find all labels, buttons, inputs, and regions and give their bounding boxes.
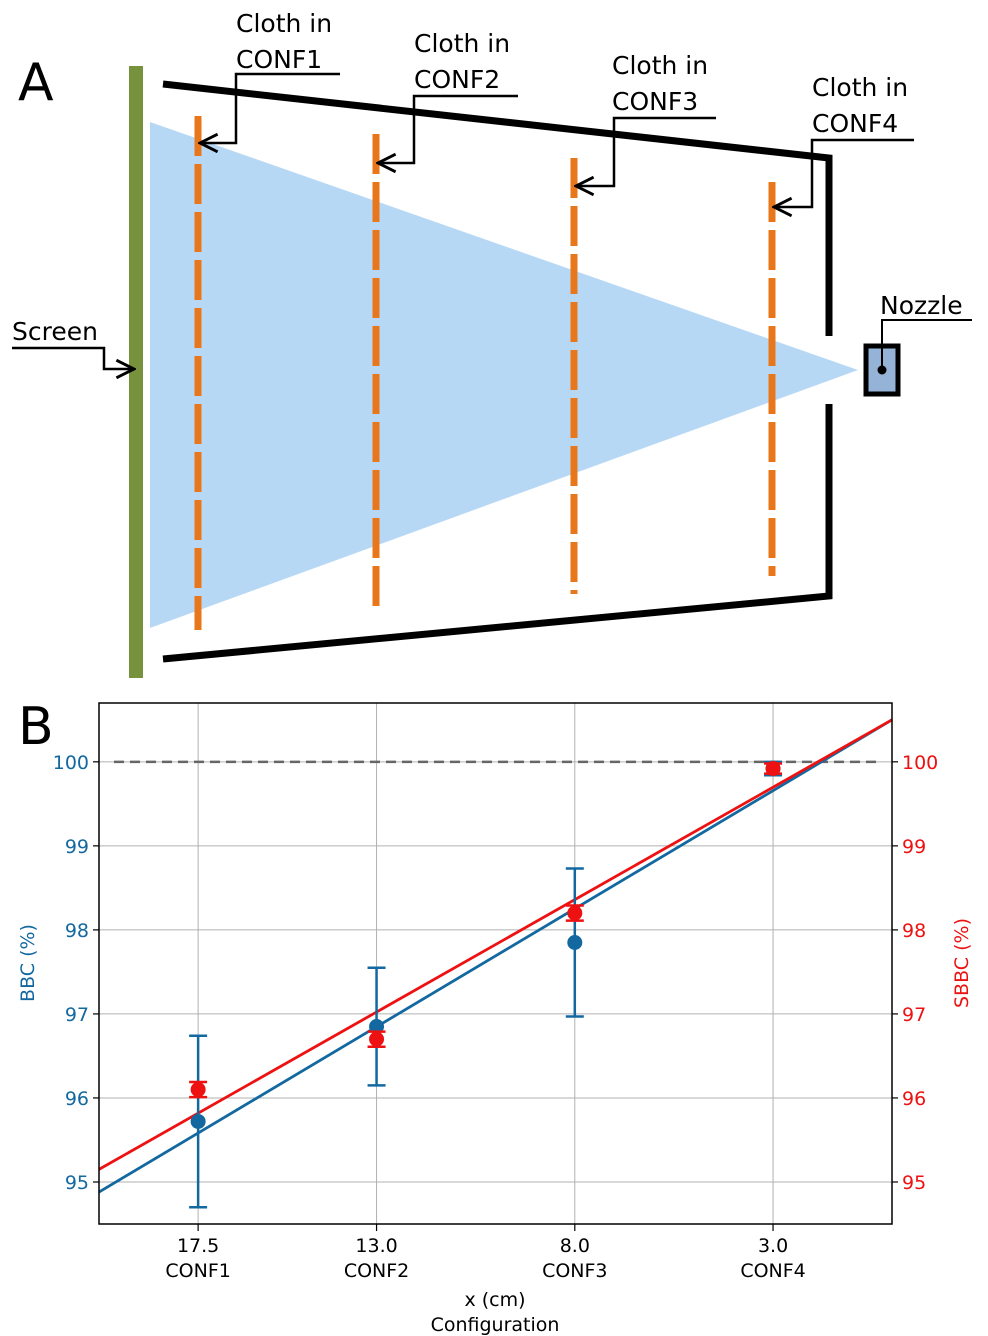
- x-tick-label: 3.0: [758, 1235, 788, 1257]
- fit-line-sbbc: [98, 718, 893, 1171]
- cloth-label-line2: CONF1: [236, 45, 322, 74]
- x-tick-label: 13.0: [355, 1235, 397, 1257]
- y-tick-label-left: 99: [65, 836, 89, 858]
- tick-layer: 17.5 CONF1 13.0 CONF2 8.0 CONF3 3.0 CONF4 95 95 96…: [53, 752, 939, 1282]
- grid-layer: [99, 703, 892, 1224]
- cloth-leader-conf3: [576, 116, 716, 186]
- screen-leader: [12, 346, 134, 369]
- cloth-label-line1: Cloth in: [414, 29, 510, 58]
- x-axis-label: x (cm): [464, 1289, 525, 1311]
- fit-line-bbc: [98, 718, 893, 1194]
- y-tick-label-left: 95: [65, 1172, 89, 1194]
- spray-cone: [150, 122, 858, 628]
- y-tick-label-left: 100: [53, 752, 89, 774]
- data-layer: [189, 760, 783, 1209]
- data-point-bbc: [190, 1113, 206, 1129]
- nozzle-label: Nozzle: [880, 291, 963, 320]
- data-point-sbbc: [369, 1031, 385, 1047]
- cloth-leader-conf1: [200, 72, 340, 143]
- data-point-bbc: [369, 1019, 385, 1035]
- cloth-label-conf2: Cloth in CONF2: [378, 29, 518, 163]
- x-category-label: CONF4: [740, 1260, 805, 1282]
- screen-label: Screen: [12, 317, 98, 346]
- x-tick-label: 8.0: [560, 1235, 590, 1257]
- y-tick-label-right: 100: [902, 752, 938, 774]
- panel-a-label: A: [18, 53, 54, 113]
- cloth-leader-conf4: [774, 138, 914, 207]
- x-category-label: CONF1: [165, 1260, 230, 1282]
- y-tick-label-right: 97: [902, 1004, 926, 1026]
- y-axis-label-right: SBBC (%): [951, 918, 973, 1008]
- cloth-label-line1: Cloth in: [812, 73, 908, 102]
- nozzle-leader: [881, 319, 972, 370]
- cloth-label-line2: CONF3: [612, 87, 698, 116]
- x-axis-label-configuration: Configuration: [431, 1314, 560, 1336]
- y-tick-label-left: 96: [65, 1088, 89, 1110]
- screen-label-group: Screen: [12, 317, 134, 369]
- fit-layer: [98, 718, 893, 1194]
- data-point-sbbc: [765, 761, 781, 777]
- cloth-label-line1: Cloth in: [236, 9, 332, 38]
- data-point-sbbc: [190, 1082, 206, 1098]
- y-tick-label-right: 95: [902, 1172, 926, 1194]
- x-tick-label: 17.5: [177, 1235, 219, 1257]
- y-tick-label-right: 96: [902, 1088, 926, 1110]
- data-point-sbbc: [567, 905, 583, 921]
- frame-top: [162, 80, 833, 336]
- plot-frame: [98, 702, 893, 1225]
- panel-b-label: B: [18, 697, 54, 757]
- cloth-label-line1: Cloth in: [612, 51, 708, 80]
- y-tick-label-right: 99: [902, 836, 926, 858]
- cloth-label-conf1: Cloth in CONF1: [200, 9, 340, 143]
- screen-bar: [129, 66, 143, 678]
- panel-a-schematic: A Cloth in CONF1 Cloth in CONF2 Cloth in…: [12, 9, 972, 678]
- panel-b-chart: B 17.5 CONF1 13.0 CONF2 8.0 CONF3 3.0 CONF4 95 95…: [17, 697, 973, 1336]
- cloth-label-conf4: Cloth in CONF4: [774, 73, 914, 207]
- cloth-label-line2: CONF4: [812, 109, 898, 138]
- cloth-label-conf3: Cloth in CONF3: [576, 51, 716, 186]
- frame-bottom: [162, 404, 833, 663]
- cloth-label-line2: CONF2: [414, 65, 500, 94]
- cloth-leader-conf2: [378, 94, 518, 163]
- y-tick-label-right: 98: [902, 920, 926, 942]
- y-tick-label-left: 98: [65, 920, 89, 942]
- x-category-label: CONF3: [542, 1260, 607, 1282]
- y-tick-label-left: 97: [65, 1004, 89, 1026]
- x-category-label: CONF2: [344, 1260, 409, 1282]
- data-point-bbc: [567, 934, 583, 950]
- y-axis-label-left: BBC (%): [17, 924, 39, 1002]
